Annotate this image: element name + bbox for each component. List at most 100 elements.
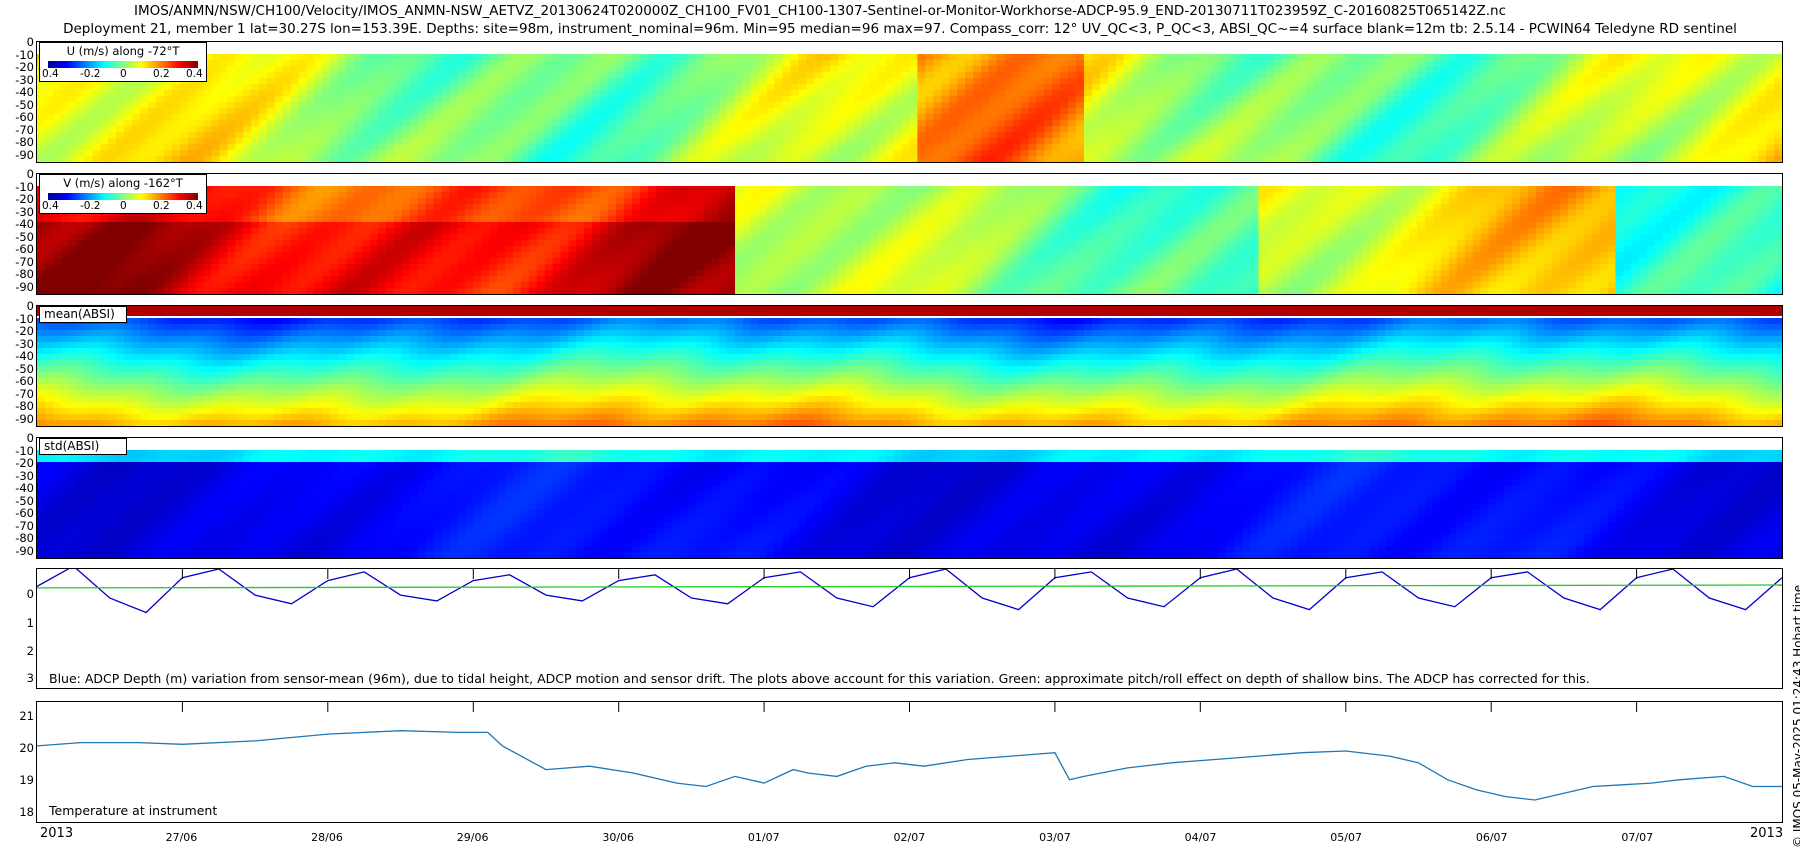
u-velocity-cell (1488, 114, 1498, 121)
u-velocity-cell (1726, 150, 1736, 157)
u-velocity-cell (671, 78, 681, 85)
u-velocity-cell (1655, 96, 1664, 103)
u-velocity-cell (647, 84, 657, 91)
u-velocity-cell (1385, 138, 1394, 145)
u-velocity-cell (1179, 90, 1188, 97)
v-velocity-cell (195, 228, 205, 235)
v-velocity-cell (433, 234, 443, 241)
u-velocity-cell (512, 120, 522, 127)
u-velocity-cell (814, 114, 823, 121)
v-velocity-cell (401, 258, 411, 265)
u-velocity-cell (584, 66, 593, 73)
v-velocity-cell (274, 192, 284, 199)
u-velocity-cell (1750, 66, 1759, 73)
u-velocity-cell (1742, 108, 1751, 115)
v-velocity-cell (481, 198, 490, 205)
u-velocity-cell (1670, 156, 1680, 162)
v-velocity-cell (449, 222, 458, 229)
u-velocity-cell (1440, 60, 1450, 67)
v-velocity-cell (267, 198, 276, 205)
v-velocity-cell (370, 186, 379, 193)
v-velocity-cell (449, 246, 458, 253)
u-velocity-cell (861, 132, 871, 139)
u-velocity-cell (1742, 66, 1751, 73)
u-velocity-cell (639, 60, 649, 67)
u-velocity-cell (314, 78, 324, 85)
u-velocity-cell (1298, 90, 1307, 97)
v-velocity-cell (338, 276, 347, 283)
u-velocity-cell (489, 150, 498, 157)
u-velocity-cell (116, 90, 125, 97)
u-velocity-cell (1329, 84, 1339, 91)
v-velocity-cell (473, 216, 482, 223)
u-velocity-cell (108, 90, 117, 97)
u-velocity-cell (386, 84, 395, 91)
u-velocity-cell (536, 96, 546, 103)
u-velocity-cell (1401, 72, 1410, 79)
u-velocity-cell (1179, 120, 1188, 127)
u-velocity-cell (1210, 96, 1220, 103)
v-velocity-cell (290, 264, 300, 271)
u-velocity-cell (409, 102, 419, 109)
u-velocity-cell (917, 108, 926, 115)
v-velocity-cell (298, 210, 308, 217)
u-velocity-cell (1401, 108, 1410, 115)
u-velocity-cell (1544, 114, 1553, 121)
u-velocity-cell (52, 90, 62, 97)
u-velocity-cell (1139, 144, 1149, 151)
u-velocity-cell (1591, 60, 1601, 67)
u-velocity-cell (742, 102, 752, 109)
u-velocity-cell (1623, 72, 1632, 79)
u-velocity-cell (1575, 96, 1585, 103)
v-velocity-cell (116, 270, 125, 277)
u-velocity-cell (274, 96, 284, 103)
v-velocity-cell (92, 222, 102, 229)
v-velocity-cell (219, 234, 228, 241)
u-velocity-cell (1536, 120, 1545, 127)
u-velocity-cell (1607, 132, 1617, 139)
v-velocity-cell (449, 276, 458, 283)
v-velocity-cell (60, 264, 70, 271)
u-velocity-cell (996, 84, 1006, 91)
u-velocity-cell (560, 156, 570, 162)
v-velocity-cell (441, 258, 451, 265)
u-velocity-cell (695, 54, 704, 61)
u-velocity-cell (497, 150, 506, 157)
v-velocity-cell (227, 258, 236, 265)
u-velocity-cell (1179, 138, 1188, 145)
u-velocity-cell (647, 114, 657, 121)
u-velocity-cell (267, 132, 276, 139)
u-velocity-cell (1068, 102, 1077, 109)
u-velocity-cell (925, 72, 934, 79)
u-velocity-cell (465, 108, 474, 115)
u-velocity-cell (1345, 90, 1355, 97)
u-velocity-cell (457, 138, 466, 145)
v-velocity-cell (330, 276, 340, 283)
u-velocity-cell (1615, 108, 1624, 115)
u-velocity-cell (988, 54, 998, 61)
u-velocity-cell (1068, 108, 1077, 115)
u-velocity-cell (1686, 96, 1696, 103)
u-velocity-cell (1750, 150, 1759, 157)
u-velocity-cell (267, 72, 276, 79)
u-velocity-cell (322, 96, 332, 103)
v-velocity-cell (378, 198, 387, 205)
u-velocity-cell (861, 78, 871, 85)
u-velocity-cell (1623, 150, 1632, 157)
v-velocity-cell (203, 198, 213, 205)
u-velocity-cell (52, 126, 62, 133)
u-velocity-cell (1710, 90, 1720, 97)
u-velocity-cell (608, 66, 617, 73)
u-velocity-cell (941, 72, 950, 79)
u-velocity-cell (1076, 54, 1085, 61)
u-velocity-cell (846, 126, 855, 133)
u-velocity-cell (298, 156, 308, 162)
v-velocity-cell (417, 204, 427, 211)
u-velocity-cell (449, 144, 458, 151)
v-velocity-cell (370, 216, 379, 223)
v-velocity-cell (171, 252, 181, 259)
u-velocity-cell (560, 132, 570, 139)
u-velocity-cell (893, 66, 903, 73)
v-velocity-cell (449, 258, 458, 265)
u-velocity-cell (1123, 72, 1133, 79)
